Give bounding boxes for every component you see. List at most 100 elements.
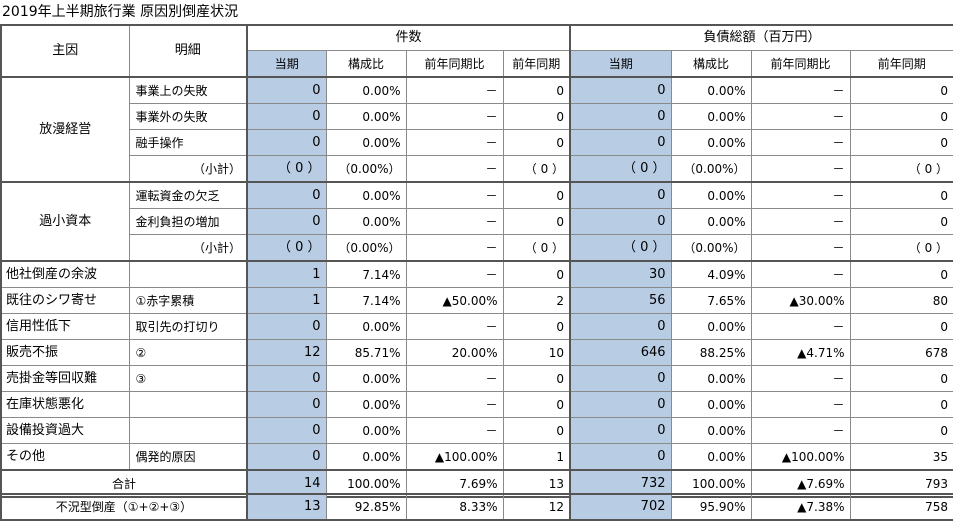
- debt-share-cell: 88.25%: [670, 339, 752, 366]
- count-current-cell: 0: [246, 417, 327, 444]
- debt-share-cell: （0.00%）: [670, 155, 752, 183]
- page-title: 2019年上半期旅行業 原因別倒産状況: [2, 4, 239, 20]
- cause-cell: 放漫経営: [0, 76, 130, 183]
- count-prev-cell: 1: [502, 443, 572, 471]
- detail-cell: ①赤字累積: [128, 287, 248, 314]
- count-yoy-cell: －: [405, 155, 504, 183]
- debt-prev-cell: 0: [849, 76, 953, 104]
- detail-cell: 事業外の失敗: [128, 103, 248, 130]
- count-yoy-cell: －: [405, 76, 504, 104]
- debt-prev-cell: （ 0 ）: [849, 234, 953, 262]
- debt-yoy-cell: ▲7.38%: [750, 493, 851, 521]
- debt-current-cell: 0: [569, 365, 672, 392]
- subtotal-row: （小計）（ 0 ）（0.00%）－（ 0 ）（ 0 ）（0.00%）－（ 0 ）: [1, 155, 953, 183]
- count-prev-cell: 0: [502, 365, 572, 392]
- count-prev-cell: 0: [502, 103, 572, 130]
- debt-current-cell: 0: [569, 181, 672, 209]
- count-current-cell: （ 0 ）: [246, 155, 327, 183]
- table-row: 信用性低下 取引先の打切り 0 0.00% － 0 0 0.00% － 0: [0, 313, 953, 340]
- count-share-cell: 0.00%: [325, 129, 407, 156]
- count-yoy-cell: －: [405, 417, 504, 444]
- debt-share-cell: 4.09%: [670, 260, 752, 288]
- debt-prev-cell: 0: [849, 103, 953, 130]
- count-current-cell: 0: [246, 76, 327, 104]
- table-row: 在庫状態悪化 0 0.00% － 0 0 0.00% － 0: [0, 391, 953, 418]
- count-prev-cell: 0: [502, 76, 572, 104]
- count-yoy-cell: －: [405, 181, 504, 209]
- debt-current-cell: 0: [569, 391, 672, 418]
- cause-cell: 過小資本: [0, 181, 130, 262]
- header-col-3: 前年同期: [502, 50, 572, 78]
- debt-yoy-cell: ▲30.00%: [750, 287, 851, 314]
- count-prev-cell: 0: [502, 129, 572, 156]
- header-col-7: 前年同期: [849, 50, 953, 78]
- debt-prev-cell: （ 0 ）: [849, 155, 953, 183]
- debt-prev-cell: 758: [849, 493, 953, 521]
- count-current-cell: 1: [246, 287, 327, 314]
- table-row: その他 偶発的原因 0 0.00% ▲100.00% 1 0 0.00% ▲100.00% 35: [0, 443, 953, 471]
- count-share-cell: 0.00%: [325, 443, 407, 471]
- count-current-cell: 14: [246, 469, 327, 498]
- detail-cell: 融手操作: [128, 129, 248, 156]
- count-prev-cell: （ 0 ）: [502, 155, 572, 183]
- debt-share-cell: 0.00%: [670, 181, 752, 209]
- debt-current-cell: 732: [569, 469, 672, 498]
- count-share-cell: 85.71%: [325, 339, 407, 366]
- bankruptcy-table: 主因 明細 件数 負債総額（百万円） 当期 構成比 前年同期比 前年同期 当期 構成比 前年同期比前…: [0, 24, 953, 498]
- subtotal-row: （小計）（ 0 ）（0.00%）－（ 0 ）（ 0 ）（0.00%）－（ 0 ）: [1, 234, 953, 262]
- detail-cell: 事業上の失敗: [128, 76, 248, 104]
- summary-table: 不況型倒産（①+②+③） 13 92.85% 8.33% 12 702 95.90% ▲7.3…: [0, 493, 953, 521]
- debt-yoy-cell: －: [750, 417, 851, 444]
- count-share-cell: 0.00%: [325, 103, 407, 130]
- debt-share-cell: 0.00%: [670, 365, 752, 392]
- debt-share-cell: 0.00%: [670, 103, 752, 130]
- count-share-cell: 0.00%: [325, 417, 407, 444]
- table-row: 販売不振 ② 12 85.71% 20.00% 10 646 88.25% ▲4.71% 678: [0, 339, 953, 366]
- header-col-5: 構成比: [670, 50, 752, 78]
- debt-yoy-cell: ▲4.71%: [750, 339, 851, 366]
- count-current-cell: 0: [246, 129, 327, 156]
- count-current-cell: 0: [246, 443, 327, 471]
- count-share-cell: 0.00%: [325, 313, 407, 340]
- cause-cell: 既往のシワ寄せ: [0, 287, 130, 314]
- count-prev-cell: 0: [502, 208, 572, 235]
- debt-share-cell: 0.00%: [670, 76, 752, 104]
- debt-yoy-cell: －: [750, 365, 851, 392]
- count-share-cell: 100.00%: [325, 469, 407, 498]
- detail-cell: [128, 391, 248, 418]
- table-row: 過小資本 運転資金の欠乏 0 0.00% － 0 0 0.00% － 0: [0, 181, 953, 262]
- header-count-group: 件数: [246, 24, 572, 51]
- debt-share-cell: 95.90%: [670, 493, 752, 521]
- debt-current-cell: 0: [569, 208, 672, 235]
- header-detail: 明細: [128, 24, 248, 78]
- cause-cell: 在庫状態悪化: [0, 391, 130, 418]
- debt-share-cell: 7.65%: [670, 287, 752, 314]
- debt-prev-cell: 35: [849, 443, 953, 471]
- debt-yoy-cell: －: [750, 181, 851, 209]
- debt-yoy-cell: －: [750, 208, 851, 235]
- table-row: 金利負担の増加 0 0.00% － 0 0 0.00% － 0: [1, 208, 953, 235]
- debt-current-cell: 0: [569, 443, 672, 471]
- debt-current-cell: 702: [569, 493, 672, 521]
- debt-current-cell: 0: [569, 129, 672, 156]
- header-col-2: 前年同期比: [405, 50, 504, 78]
- header-row-2: 当期 構成比 前年同期比 前年同期 当期 構成比 前年同期比 前年同期: [1, 50, 953, 78]
- debt-yoy-cell: ▲100.00%: [750, 443, 851, 471]
- count-current-cell: 0: [246, 365, 327, 392]
- debt-current-cell: （ 0 ）: [569, 155, 672, 183]
- summary-row: 不況型倒産（①+②+③） 13 92.85% 8.33% 12 702 95.90% ▲7.3…: [0, 493, 953, 521]
- count-yoy-cell: －: [405, 260, 504, 288]
- table-row: 他社倒産の余波 1 7.14% － 0 30 4.09% － 0: [0, 260, 953, 288]
- count-share-cell: 0.00%: [325, 208, 407, 235]
- header-col-1: 構成比: [325, 50, 407, 78]
- debt-yoy-cell: －: [750, 155, 851, 183]
- debt-prev-cell: 0: [849, 208, 953, 235]
- count-share-cell: 92.85%: [325, 493, 407, 521]
- count-prev-cell: 12: [502, 493, 571, 521]
- count-share-cell: 0.00%: [325, 365, 407, 392]
- detail-cell: 偶発的原因: [128, 443, 248, 471]
- debt-current-cell: （ 0 ）: [569, 234, 672, 262]
- debt-current-cell: 0: [569, 76, 672, 104]
- count-yoy-cell: －: [405, 208, 504, 235]
- count-yoy-cell: －: [405, 365, 504, 392]
